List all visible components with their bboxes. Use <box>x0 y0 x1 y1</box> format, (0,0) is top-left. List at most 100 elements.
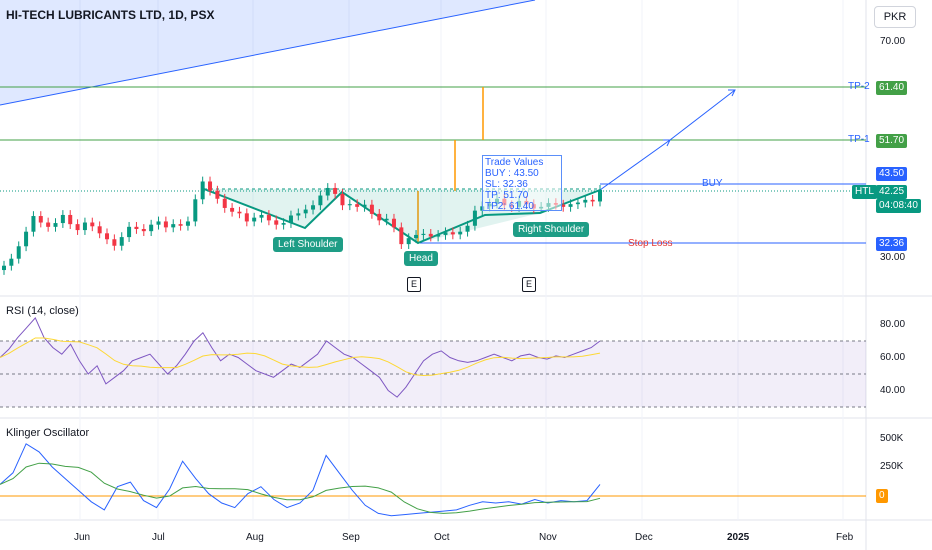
candle <box>2 265 6 271</box>
left-shoulder-callout: Left Shoulder <box>273 237 343 252</box>
candle <box>325 187 330 196</box>
rsi-tick: 60.00 <box>880 352 906 363</box>
trade-line: SL: 32.36 <box>485 179 528 190</box>
rsi-line <box>0 316 601 398</box>
candle <box>575 202 580 205</box>
candle <box>561 204 566 207</box>
rsi-tick: 80.00 <box>880 319 906 330</box>
candle <box>68 214 73 225</box>
candle <box>193 199 198 222</box>
candle <box>458 231 463 235</box>
candle <box>9 258 14 266</box>
kvo-tick: 500K <box>880 433 904 444</box>
rsi-ma-line <box>0 337 601 377</box>
candle <box>97 226 102 234</box>
candle <box>369 204 374 214</box>
chart-title: HI-TECH LUBRICANTS LTD, 1D, PSX <box>6 8 215 22</box>
candle <box>399 227 404 245</box>
earnings-marker[interactable]: E <box>522 277 536 292</box>
month-label: Jul <box>152 532 165 543</box>
tp1-label: TP-1 <box>848 134 870 145</box>
kvo-tick: 250K <box>880 461 904 472</box>
buy-price-tag: 43.50 <box>876 167 908 181</box>
candle <box>303 209 308 214</box>
trade-values-box: Trade Values BUY : 43.50 SL: 32.36 TP: 5… <box>482 155 562 212</box>
candle <box>318 195 323 206</box>
candle <box>171 224 176 228</box>
candle <box>163 221 168 228</box>
head-callout: Head <box>404 251 438 266</box>
month-label: Dec <box>635 532 653 543</box>
candle <box>384 218 389 221</box>
currency-selector[interactable]: PKR <box>874 6 916 28</box>
candle <box>598 189 602 202</box>
rsi-tick: 40.00 <box>880 385 906 396</box>
candle <box>230 207 235 212</box>
candle <box>31 216 36 232</box>
kvo-signal-line <box>0 462 601 514</box>
candle <box>105 233 110 240</box>
candle <box>82 222 87 231</box>
candle <box>340 193 345 206</box>
kvo-zero-tag: 0 <box>876 489 888 503</box>
candle <box>16 246 21 259</box>
candle <box>421 233 426 235</box>
candle <box>436 234 441 237</box>
earnings-marker[interactable]: E <box>407 277 421 292</box>
trade-line: TP: 51.70 <box>485 190 529 201</box>
candle <box>377 213 382 221</box>
candle <box>333 187 338 194</box>
pattern-line <box>203 188 601 245</box>
last-price-tag: 42.25 <box>876 185 908 199</box>
month-label: Oct <box>434 532 450 543</box>
candle <box>127 226 132 238</box>
candle <box>465 225 470 232</box>
candle <box>590 199 595 202</box>
trade-line: TP2: 61.40 <box>485 201 534 212</box>
candle <box>119 237 124 246</box>
candle <box>450 232 455 235</box>
month-label: Nov <box>539 532 557 543</box>
candle <box>53 223 58 227</box>
candle <box>362 204 367 207</box>
candle <box>222 198 227 208</box>
symbol-tag: HTL <box>852 185 877 199</box>
stop-price-tag: 32.36 <box>876 237 908 251</box>
candle <box>149 224 154 232</box>
candle <box>60 214 65 224</box>
right-shoulder-callout: Right Shoulder <box>513 222 590 237</box>
candle <box>583 199 588 203</box>
candle <box>90 222 95 227</box>
candle <box>414 234 419 239</box>
candle <box>568 204 573 207</box>
candle <box>443 232 448 235</box>
candle <box>266 214 271 221</box>
price-tick-30: 30.00 <box>880 252 906 263</box>
candle <box>428 233 433 237</box>
candle <box>281 223 286 225</box>
candle <box>200 181 205 200</box>
candle <box>178 224 183 226</box>
candle <box>185 221 190 226</box>
month-label: 2025 <box>727 532 750 543</box>
candle <box>141 229 146 232</box>
candle <box>311 205 316 210</box>
candle <box>296 213 301 216</box>
candle <box>24 231 29 247</box>
candle <box>288 215 293 224</box>
month-label: Aug <box>246 532 264 543</box>
rsi-title: RSI (14, close) <box>6 305 79 317</box>
month-label: Jun <box>74 532 91 543</box>
stop-loss-label: Stop Loss <box>628 238 673 249</box>
price-tick-70: 70.00 <box>880 36 906 47</box>
candle <box>208 181 213 191</box>
candle <box>237 211 242 214</box>
candle <box>244 213 249 222</box>
candle <box>472 210 477 226</box>
candle <box>274 220 279 225</box>
candle <box>259 214 264 218</box>
month-label: Sep <box>342 532 360 543</box>
trade-line: BUY : 43.50 <box>485 168 539 179</box>
tp2-label: TP-2 <box>848 81 870 92</box>
